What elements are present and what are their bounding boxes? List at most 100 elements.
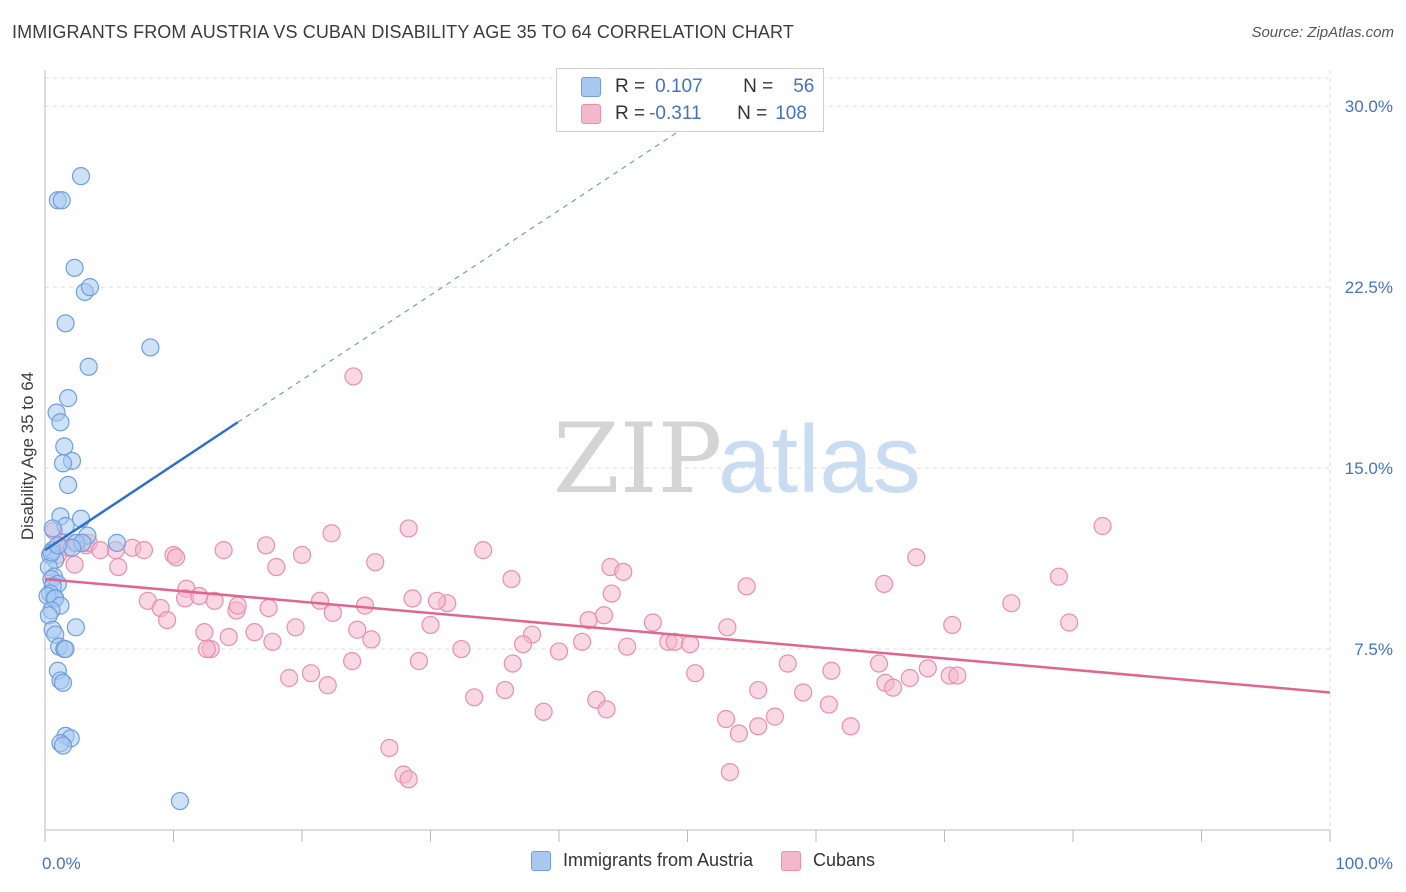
x-tick-label-min: 0.0% — [42, 854, 81, 873]
y-tick-label: 15.0% — [1345, 459, 1393, 478]
point-cubans — [729, 724, 749, 743]
n-label: N = — [743, 76, 774, 97]
point-cubans — [166, 548, 186, 567]
point-cubans — [720, 762, 740, 782]
point-cubans — [427, 591, 447, 610]
point-cubans — [267, 557, 286, 577]
point-cubans — [749, 680, 768, 700]
n-label: N = — [737, 103, 768, 124]
point-cubans — [380, 738, 399, 758]
point-cubans — [263, 632, 282, 651]
point-cubans — [749, 717, 768, 736]
point-cubans — [256, 536, 276, 555]
point-cubans — [323, 603, 342, 622]
series-legend: Immigrants from Austria Cubans — [0, 850, 1406, 871]
point-cubans — [819, 695, 838, 714]
r-value: -0.311 — [649, 103, 702, 124]
data-points — [38, 167, 1112, 811]
y-tick-labels: 7.5% 15.0% 22.5% 30.0% — [1345, 97, 1393, 659]
point-austria — [53, 673, 73, 692]
point-cubans — [310, 591, 330, 610]
point-cubans — [280, 668, 299, 688]
r-label: R = — [615, 103, 646, 124]
point-cubans — [778, 654, 797, 673]
point-cubans — [157, 610, 177, 630]
point-cubans — [1093, 516, 1112, 536]
point-cubans — [109, 557, 128, 577]
point-cubans — [421, 615, 440, 635]
point-cubans — [259, 598, 278, 618]
point-cubans — [91, 541, 110, 560]
stats-row-cubans: R = -0.311 N = 108 — [581, 101, 807, 127]
legend-item-austria[interactable]: Immigrants from Austria — [530, 850, 753, 871]
point-cubans — [549, 642, 569, 661]
point-cubans — [686, 664, 705, 683]
point-cubans — [474, 541, 493, 560]
point-cubans — [348, 620, 367, 639]
point-cubans — [362, 630, 381, 649]
legend-label-cubans: Cubans — [813, 850, 876, 870]
point-cubans — [65, 555, 84, 574]
point-austria — [170, 791, 190, 811]
point-cubans — [794, 683, 813, 702]
point-cubans — [1002, 594, 1021, 613]
point-cubans — [495, 680, 515, 700]
point-cubans — [197, 639, 217, 659]
x-tick-label-max: 100.0% — [1335, 854, 1393, 873]
point-cubans — [399, 770, 418, 789]
point-cubans — [869, 654, 889, 673]
point-austria — [80, 278, 100, 297]
point-cubans — [1049, 567, 1068, 586]
point-austria — [53, 736, 73, 755]
point-cubans — [597, 700, 616, 719]
y-axis-label: Disability Age 35 to 64 — [18, 372, 37, 540]
y-tick-label: 22.5% — [1345, 278, 1393, 297]
point-cubans — [322, 524, 341, 543]
cubans-swatch — [581, 104, 601, 124]
point-cubans — [943, 615, 962, 635]
point-cubans — [883, 678, 903, 697]
n-value: 56 — [793, 76, 815, 97]
watermark-zip: ZIP — [553, 403, 722, 515]
trend-lines — [44, 124, 1331, 694]
point-cubans — [344, 367, 363, 386]
point-cubans — [195, 623, 214, 642]
point-cubans — [318, 676, 337, 695]
point-cubans — [602, 584, 621, 603]
point-austria — [71, 167, 91, 186]
watermark-atlas: atlas — [718, 406, 921, 513]
point-cubans — [503, 654, 522, 673]
stats-row-austria: R = 0.107 N = 56 — [581, 74, 814, 100]
point-cubans — [301, 664, 321, 683]
point-cubans — [292, 545, 312, 565]
point-cubans — [134, 541, 154, 560]
point-cubans — [918, 659, 937, 678]
point-austria — [65, 258, 84, 277]
point-cubans — [614, 562, 633, 581]
trend-line-austria-extension — [237, 124, 688, 423]
point-austria — [53, 454, 73, 473]
point-cubans — [948, 666, 967, 685]
legend-item-cubans[interactable]: Cubans — [781, 850, 875, 871]
point-cubans — [875, 574, 894, 594]
point-austria — [51, 413, 70, 432]
point-cubans — [399, 519, 418, 538]
point-austria — [79, 357, 98, 376]
point-cubans — [680, 635, 700, 654]
point-cubans — [1060, 613, 1079, 632]
point-austria — [107, 533, 127, 552]
point-cubans — [403, 589, 422, 608]
point-cubans — [573, 632, 592, 651]
point-cubans — [190, 586, 209, 606]
point-cubans — [900, 668, 919, 688]
point-austria — [71, 509, 91, 528]
stats-legend: R = 0.107 N = 56 R = -0.311 N = 108 — [556, 68, 824, 132]
point-cubans — [594, 606, 614, 625]
point-cubans — [765, 707, 784, 726]
point-austria — [56, 314, 75, 333]
point-cubans — [409, 652, 429, 671]
point-austria — [59, 475, 78, 495]
point-cubans — [366, 553, 385, 572]
point-cubans — [343, 652, 362, 671]
